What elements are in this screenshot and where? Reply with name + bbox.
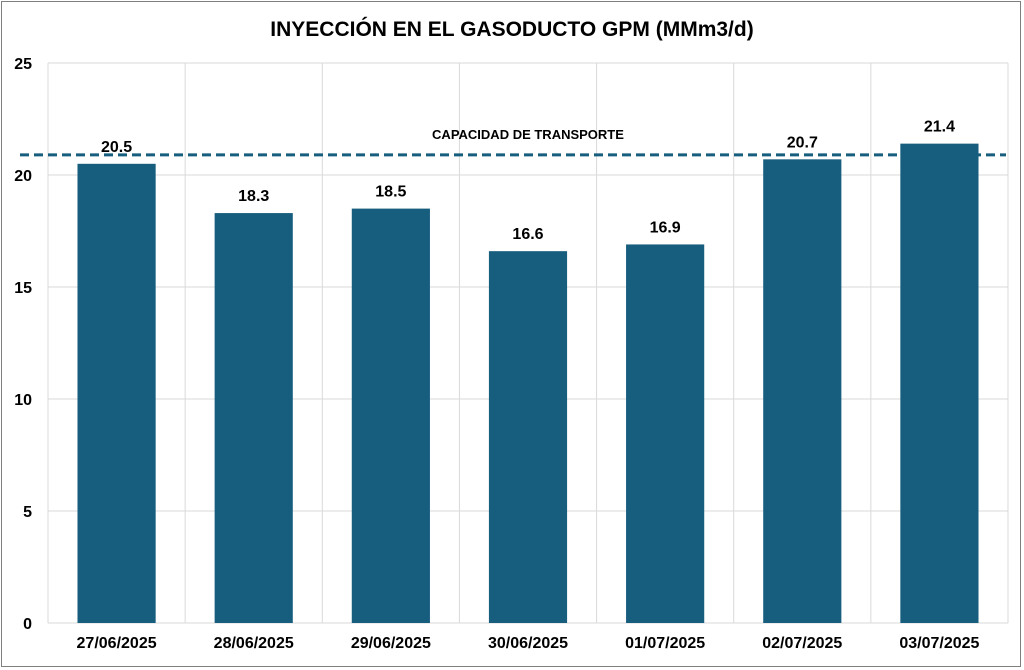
y-tick-label: 25 bbox=[14, 56, 32, 73]
y-tick-label: 15 bbox=[14, 280, 32, 297]
axis-layer: 0 5 10 15 20 25 27/06/2025 28/06/2025 29/06/2025… bbox=[14, 56, 979, 652]
x-tick-label: 03/07/2025 bbox=[899, 635, 979, 652]
x-tick-label: 02/07/2025 bbox=[762, 635, 842, 652]
bar bbox=[626, 244, 705, 623]
bar bbox=[77, 163, 156, 624]
y-tick-label: 0 bbox=[23, 616, 32, 633]
label-layer: 20.5 18.3 18.5 16.6 16.9 20.7 21.4 bbox=[101, 119, 955, 244]
bar bbox=[488, 251, 568, 623]
data-label: 20.7 bbox=[787, 134, 818, 151]
chart-title: INYECCIÓN EN EL GASODUCTO GPM (MMm3/d) bbox=[270, 17, 753, 41]
reference-line-layer: CAPACIDAD DE TRANSPORTE bbox=[20, 127, 1006, 157]
data-label: 21.4 bbox=[924, 119, 955, 136]
bar-layer bbox=[77, 143, 979, 624]
y-tick-label: 20 bbox=[14, 168, 32, 185]
data-label: 16.6 bbox=[512, 226, 543, 243]
y-tick-label: 5 bbox=[23, 504, 32, 521]
x-tick-label: 29/06/2025 bbox=[351, 635, 431, 652]
y-tick-label: 10 bbox=[14, 392, 32, 409]
data-label: 16.9 bbox=[650, 219, 681, 236]
data-label: 18.3 bbox=[238, 188, 269, 205]
bar bbox=[900, 143, 979, 623]
capacity-reference-label: CAPACIDAD DE TRANSPORTE bbox=[432, 127, 624, 142]
x-tick-label: 01/07/2025 bbox=[625, 635, 705, 652]
bar bbox=[214, 213, 293, 623]
x-tick-label: 27/06/2025 bbox=[77, 635, 157, 652]
x-tick-label: 28/06/2025 bbox=[214, 635, 294, 652]
x-tick-label: 30/06/2025 bbox=[488, 635, 568, 652]
bar bbox=[763, 159, 842, 623]
bar bbox=[351, 208, 430, 623]
data-label: 18.5 bbox=[375, 184, 406, 201]
data-label: 20.5 bbox=[101, 139, 132, 156]
